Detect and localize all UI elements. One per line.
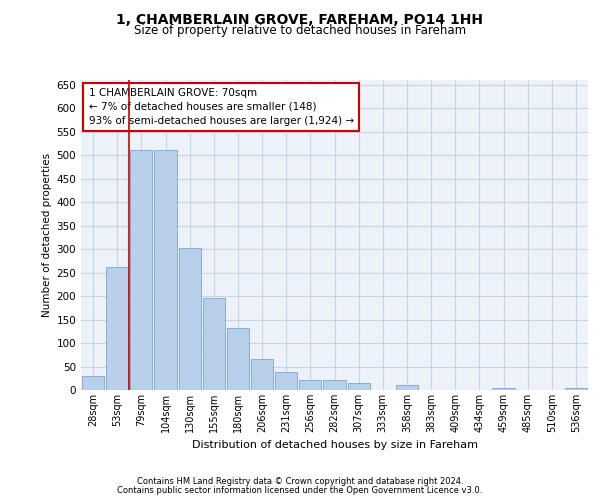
Bar — [106, 267, 128, 390]
Text: Size of property relative to detached houses in Fareham: Size of property relative to detached ho… — [134, 24, 466, 37]
Bar — [347, 383, 370, 390]
Bar — [130, 150, 152, 390]
X-axis label: Distribution of detached houses by size in Fareham: Distribution of detached houses by size … — [191, 440, 478, 450]
Bar — [565, 388, 587, 390]
Text: Contains HM Land Registry data © Crown copyright and database right 2024.: Contains HM Land Registry data © Crown c… — [137, 477, 463, 486]
Bar — [154, 150, 176, 390]
Bar — [179, 248, 201, 390]
Bar — [203, 298, 225, 390]
Y-axis label: Number of detached properties: Number of detached properties — [42, 153, 52, 317]
Bar — [299, 380, 322, 390]
Text: Contains public sector information licensed under the Open Government Licence v3: Contains public sector information licen… — [118, 486, 482, 495]
Bar — [323, 380, 346, 390]
Bar — [82, 376, 104, 390]
Bar — [275, 372, 298, 390]
Bar — [396, 386, 418, 390]
Bar — [493, 388, 515, 390]
Bar — [251, 360, 273, 390]
Text: 1, CHAMBERLAIN GROVE, FAREHAM, PO14 1HH: 1, CHAMBERLAIN GROVE, FAREHAM, PO14 1HH — [116, 12, 484, 26]
Text: 1 CHAMBERLAIN GROVE: 70sqm
← 7% of detached houses are smaller (148)
93% of semi: 1 CHAMBERLAIN GROVE: 70sqm ← 7% of detac… — [89, 88, 354, 126]
Bar — [227, 328, 249, 390]
